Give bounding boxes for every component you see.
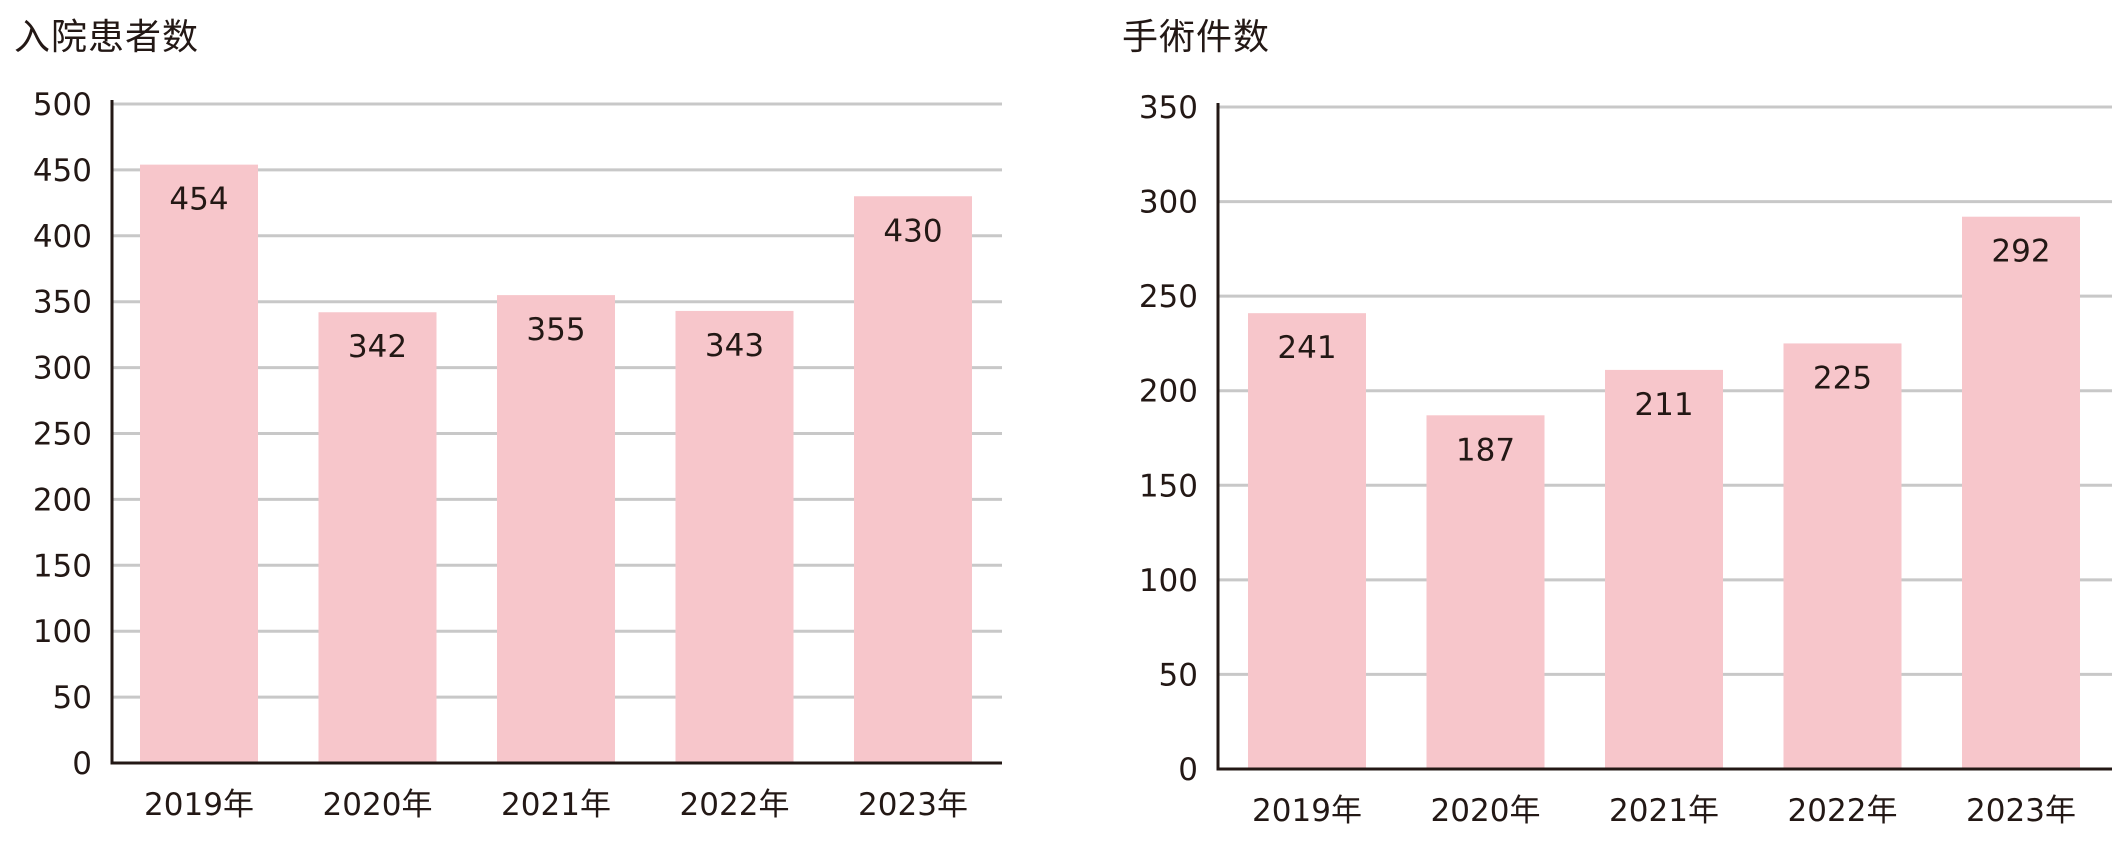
- chart-title: 入院患者数: [14, 17, 200, 58]
- data-label: 225: [1813, 360, 1872, 396]
- inpatients-chart: 入院患者数 0 50 100 150 200 250 300 350 400 450 500 2019…: [14, 17, 1002, 823]
- bar-2023: [1962, 216, 2080, 769]
- bar-2021: [1605, 369, 1723, 769]
- y-tick-label: 250: [1139, 279, 1198, 315]
- y-tick-label: 200: [1139, 374, 1198, 410]
- x-tick-label: 2022年: [680, 787, 790, 823]
- y-tick-label: 300: [33, 351, 92, 387]
- bar-2021: [497, 295, 615, 763]
- y-tick-label: 50: [53, 680, 92, 716]
- data-label: 241: [1277, 330, 1336, 366]
- y-tick-label: 150: [33, 548, 92, 584]
- x-tick-label: 2020年: [323, 787, 433, 823]
- y-tick-label: 200: [33, 482, 92, 518]
- y-tick-label: 450: [33, 153, 92, 189]
- inpatients-chart-plot: 0 50 100 150 200 250 300 350 400 450 500 2019年 2020年…: [33, 87, 1002, 823]
- x-tick-label: 2019年: [1252, 793, 1362, 829]
- y-tick-label: 150: [1139, 468, 1198, 504]
- y-tick-label: 100: [33, 614, 92, 650]
- data-label: 187: [1456, 432, 1515, 468]
- bar-2020: [1426, 415, 1545, 769]
- surgeries-chart-plot: 0 50 100 150 200 250 300 350 2019年 2020年 2021年 2022…: [1139, 90, 2112, 829]
- x-tick-label: 2022年: [1788, 793, 1898, 829]
- data-label: 430: [883, 213, 942, 249]
- x-tick-label: 2019年: [144, 787, 254, 823]
- data-label: 343: [705, 328, 764, 364]
- y-tick-label: 250: [33, 417, 92, 453]
- x-tick-label: 2023年: [1966, 793, 2076, 829]
- bar-2019: [1248, 313, 1366, 769]
- bar-2022: [675, 310, 794, 763]
- data-label: 355: [526, 312, 585, 348]
- x-tick-label: 2023年: [858, 787, 968, 823]
- data-label: 342: [348, 329, 407, 365]
- chart-title: 手術件数: [1122, 17, 1271, 58]
- y-tick-label: 300: [1139, 185, 1198, 221]
- y-tick-label: 50: [1159, 657, 1198, 693]
- bar-2019: [140, 164, 258, 764]
- y-tick-label: 350: [33, 285, 92, 321]
- bar-2020: [318, 312, 437, 763]
- y-tick-label: 0: [72, 746, 92, 782]
- x-tick-label: 2021年: [501, 787, 611, 823]
- x-tick-label: 2021年: [1609, 793, 1719, 829]
- y-tick-label: 400: [33, 219, 92, 255]
- bar-2023: [854, 196, 972, 763]
- surgeries-chart: 手術件数 0 50 100 150 200 250 300 350 2019年 2020年 2021…: [1108, 0, 2126, 850]
- data-label: 211: [1634, 387, 1693, 423]
- data-label: 292: [1991, 234, 2050, 270]
- bar-2022: [1783, 343, 1902, 769]
- y-tick-label: 350: [1139, 90, 1198, 126]
- y-tick-label: 0: [1178, 752, 1198, 788]
- x-tick-label: 2020年: [1431, 793, 1541, 829]
- data-label: 454: [169, 182, 228, 218]
- y-tick-label: 500: [33, 87, 92, 123]
- y-tick-label: 100: [1139, 563, 1198, 599]
